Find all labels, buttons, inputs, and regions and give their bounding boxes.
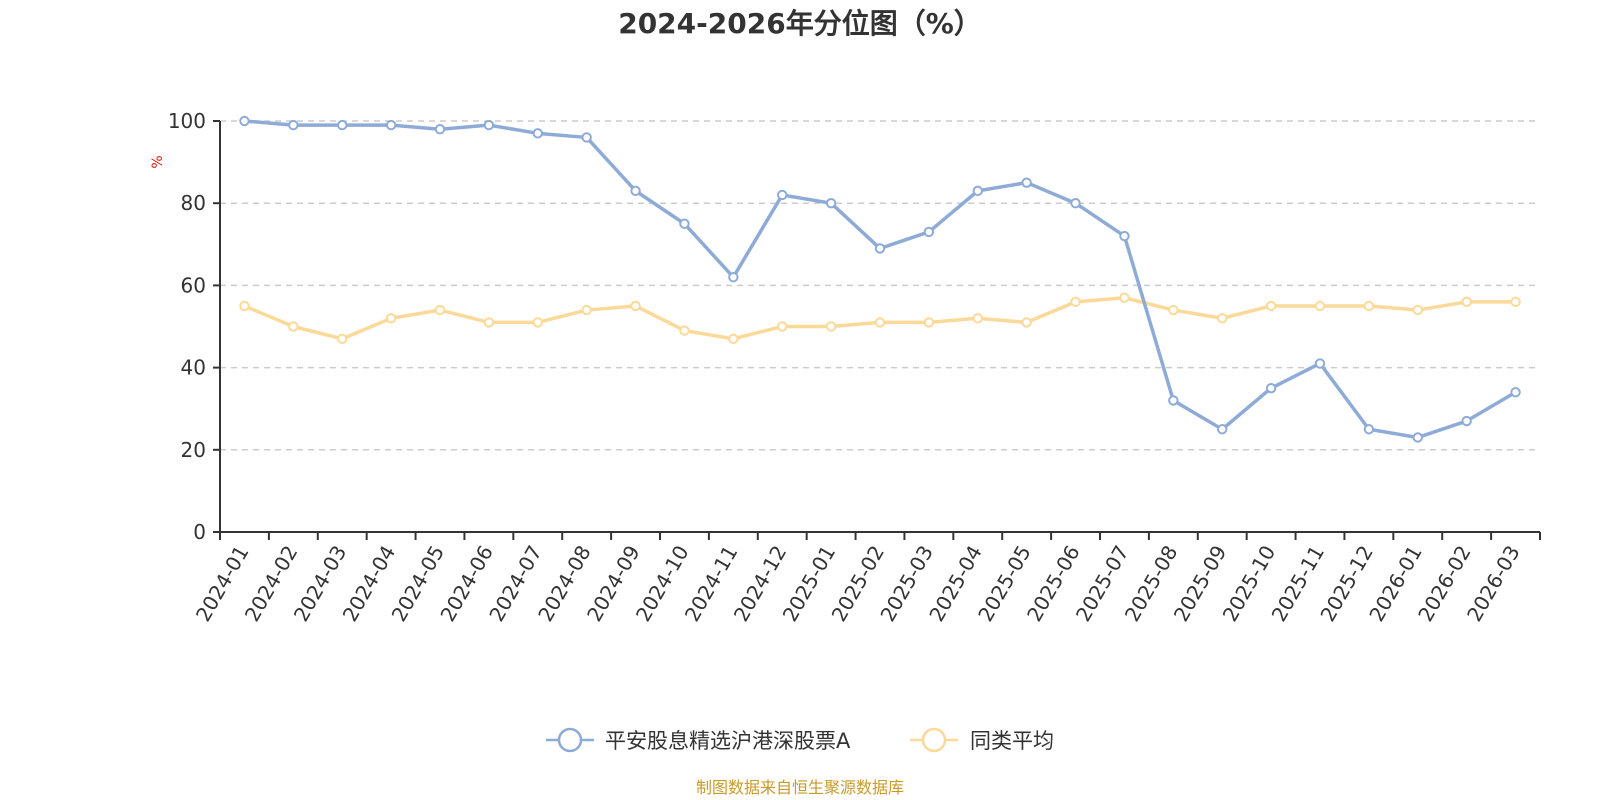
data-point[interactable] (1021, 317, 1032, 328)
data-point[interactable] (1461, 296, 1472, 308)
legend-marker-icon (921, 727, 947, 753)
y-tick-label: 100 (168, 109, 206, 133)
data-point[interactable] (337, 119, 348, 131)
data-point[interactable] (1412, 432, 1423, 443)
y-tick-label: 0 (193, 520, 206, 544)
legend-label: 同类平均 (970, 729, 1054, 753)
data-point[interactable] (679, 325, 690, 336)
data-source-note: 制图数据来自恒生聚源数据库 (696, 778, 904, 797)
data-point[interactable] (630, 185, 641, 197)
data-point[interactable] (1021, 177, 1032, 188)
data-point[interactable] (1412, 304, 1423, 316)
x-axis-tick-labels: 2024-012024-022024-032024-042024-052024-… (191, 541, 1525, 625)
y-axis-tick-labels: 0 20 40 60 80 100 (168, 109, 206, 544)
data-point[interactable] (874, 243, 886, 254)
data-point[interactable] (434, 124, 446, 135)
series-0 (239, 115, 1521, 443)
data-point[interactable] (1363, 424, 1375, 435)
data-point[interactable] (581, 304, 592, 316)
data-point[interactable] (385, 119, 397, 131)
data-point[interactable] (728, 271, 739, 283)
data-point[interactable] (1363, 300, 1375, 312)
y-tick-label: 80 (181, 191, 206, 215)
data-point[interactable] (1217, 424, 1228, 435)
y-axis-unit-label: % (150, 155, 166, 168)
data-point[interactable] (385, 313, 397, 324)
data-point[interactable] (288, 119, 299, 131)
data-point[interactable] (434, 304, 446, 316)
data-point[interactable] (1070, 296, 1081, 308)
data-point[interactable] (483, 317, 495, 328)
data-point[interactable] (1217, 313, 1228, 324)
series (239, 115, 1521, 443)
legend[interactable]: 平安股息精选沪港深股票A 同类平均 (546, 727, 1054, 753)
data-point[interactable] (1119, 292, 1130, 303)
data-point[interactable] (239, 300, 250, 312)
axes (213, 120, 1541, 540)
data-point[interactable] (777, 321, 788, 332)
data-point[interactable] (1461, 415, 1472, 427)
data-point[interactable] (777, 189, 788, 201)
data-point[interactable] (1265, 382, 1277, 394)
data-point[interactable] (825, 321, 837, 332)
data-point[interactable] (630, 300, 641, 312)
grid-lines (220, 120, 1540, 451)
series-line (242, 119, 1518, 440)
data-point[interactable] (1510, 387, 1521, 398)
data-point[interactable] (1265, 300, 1277, 312)
data-point[interactable] (972, 313, 983, 324)
data-point[interactable] (288, 321, 299, 332)
data-point[interactable] (1168, 304, 1179, 316)
data-point[interactable] (337, 333, 348, 345)
data-point[interactable] (581, 132, 592, 143)
data-point[interactable] (239, 115, 250, 127)
data-point[interactable] (1314, 358, 1326, 369)
data-point[interactable] (972, 185, 983, 197)
legend-item[interactable]: 平安股息精选沪港深股票A (546, 727, 851, 753)
series-1 (239, 292, 1521, 345)
data-point[interactable] (728, 333, 739, 345)
legend-marker-icon (557, 727, 583, 753)
data-point[interactable] (874, 317, 886, 328)
y-tick-label: 20 (181, 438, 206, 462)
y-tick-label: 60 (181, 273, 206, 297)
legend-label: 平安股息精选沪港深股票A (605, 729, 851, 753)
data-point[interactable] (1510, 296, 1521, 308)
data-point[interactable] (1314, 300, 1326, 312)
data-point[interactable] (1070, 198, 1081, 209)
y-tick-label: 40 (181, 356, 206, 380)
data-point[interactable] (923, 226, 935, 238)
data-point[interactable] (532, 128, 543, 139)
legend-item[interactable]: 同类平均 (910, 727, 1054, 753)
data-point[interactable] (1168, 395, 1179, 406)
data-point[interactable] (532, 317, 543, 328)
data-point[interactable] (923, 317, 935, 328)
data-point[interactable] (825, 198, 837, 209)
data-point[interactable] (483, 119, 495, 131)
chart-title: 2024-2026年分位图（%） (618, 7, 982, 40)
data-point[interactable] (679, 218, 690, 229)
data-point[interactable] (1119, 230, 1130, 242)
